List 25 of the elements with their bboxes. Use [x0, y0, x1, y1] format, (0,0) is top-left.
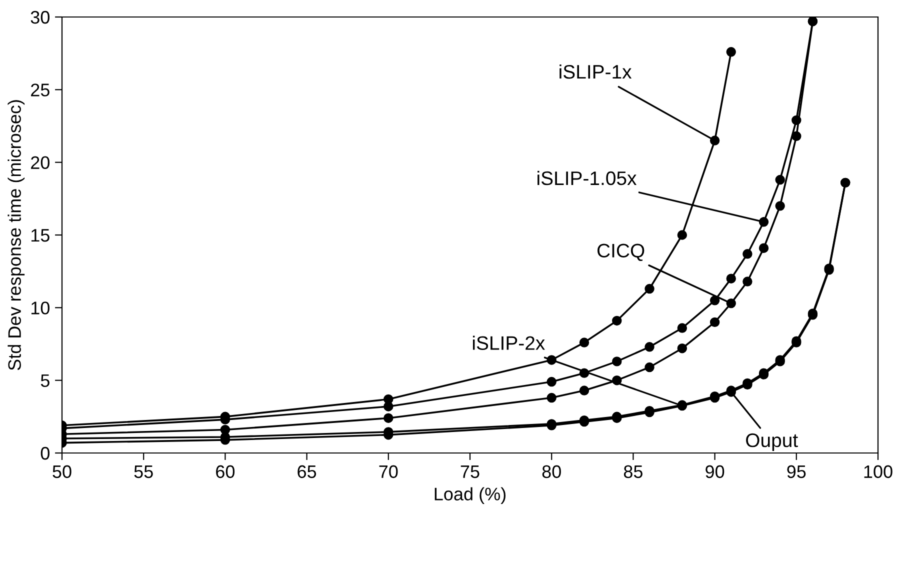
- x-tick-label: 95: [787, 465, 806, 478]
- x-axis-title: Load (%): [434, 487, 506, 504]
- y-tick-label: 25: [31, 84, 50, 96]
- x-tick-label: 65: [298, 465, 316, 478]
- x-tick-label: 80: [542, 465, 561, 478]
- x-tick-label: 75: [460, 465, 480, 478]
- x-tick-label: 55: [134, 465, 153, 478]
- x-tick-label: 50: [52, 465, 72, 478]
- y-tick-label: 20: [31, 156, 50, 170]
- y-tick-label: 5: [40, 374, 50, 388]
- annotation: CICQ: [597, 244, 644, 262]
- x-tick-label: 85: [624, 465, 642, 478]
- annotation: Ouput: [746, 433, 798, 452]
- annotation: iSLIP-1.05x: [538, 170, 637, 186]
- y-tick-label: 10: [31, 302, 50, 314]
- y-tick-label: 15: [31, 229, 50, 242]
- annotation: iSLIP-2x: [472, 336, 545, 350]
- x-tick-label: 90: [706, 465, 724, 478]
- x-tick-label: 70: [379, 465, 398, 478]
- x-tick-label: 60: [216, 465, 235, 478]
- y-axis-title: Std Dev response time (microsec): [8, 100, 25, 370]
- x-tick-label: 100: [864, 465, 892, 478]
- annotation: iSLIP-1x: [560, 64, 632, 79]
- y-tick-label: 0: [40, 446, 50, 460]
- y-tick-label: 30: [30, 10, 50, 24]
